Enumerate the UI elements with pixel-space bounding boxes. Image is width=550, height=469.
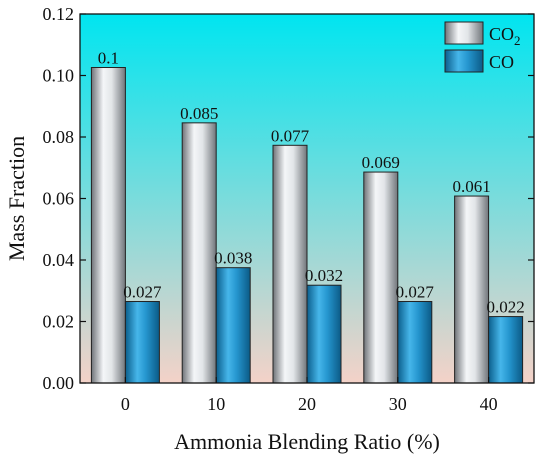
x-tick-label: 10 bbox=[207, 394, 225, 414]
legend-label-co2: CO2 bbox=[489, 24, 521, 48]
legend-label-co: CO bbox=[489, 52, 514, 72]
bar-co bbox=[124, 301, 160, 384]
y-tick-label: 0.12 bbox=[43, 4, 75, 24]
bar-data-label: 0.077 bbox=[271, 126, 310, 145]
bar-data-label: 0.061 bbox=[452, 177, 490, 196]
y-axis: 0.00 0.02 0.04 0.06 0.08 0.10 0.12 bbox=[43, 4, 534, 393]
bar-co bbox=[397, 301, 433, 384]
x-tick-label: 40 bbox=[480, 394, 498, 414]
x-axis: 0 10 20 30 40 bbox=[121, 377, 498, 414]
x-tick-label: 30 bbox=[389, 394, 407, 414]
bar-data-label: 0.1 bbox=[98, 49, 119, 68]
bars-group bbox=[90, 67, 524, 384]
bar-co bbox=[306, 284, 342, 384]
y-tick-label: 0.04 bbox=[43, 250, 75, 270]
bar-co bbox=[215, 267, 251, 384]
x-tick-label: 20 bbox=[298, 394, 316, 414]
bar-co2 bbox=[363, 171, 399, 384]
bar-data-label: 0.069 bbox=[362, 153, 400, 172]
bar-data-label: 0.027 bbox=[123, 283, 162, 302]
y-tick-label: 0.02 bbox=[43, 312, 75, 332]
y-tick-label: 0.10 bbox=[43, 66, 75, 86]
legend-swatch-co bbox=[444, 49, 484, 73]
bar-data-label: 0.027 bbox=[396, 283, 435, 302]
y-tick-label: 0.06 bbox=[43, 189, 75, 209]
y-axis-label: Mass Fraction bbox=[4, 136, 29, 261]
bar-co2 bbox=[181, 122, 217, 384]
x-axis-label: Ammonia Blending Ratio (%) bbox=[174, 429, 440, 454]
bar-co2 bbox=[454, 195, 490, 384]
y-tick-label: 0.00 bbox=[43, 373, 75, 393]
bar-data-label: 0.085 bbox=[180, 104, 218, 123]
legend: CO2 CO bbox=[444, 21, 521, 73]
data-labels-group: 0.1 0.027 0.085 0.038 0.077 0.032 0.069 0.027 0.… bbox=[98, 49, 525, 317]
legend-swatch-co2 bbox=[444, 21, 484, 45]
x-tick-label: 0 bbox=[121, 394, 130, 414]
bar-data-label: 0.022 bbox=[486, 298, 524, 317]
y-tick-label: 0.08 bbox=[43, 127, 75, 147]
bar-co2 bbox=[272, 144, 308, 384]
bar-co2 bbox=[90, 67, 126, 384]
bar-co bbox=[488, 316, 524, 384]
bar-data-label: 0.038 bbox=[214, 249, 252, 268]
bar-data-label: 0.032 bbox=[305, 266, 343, 285]
